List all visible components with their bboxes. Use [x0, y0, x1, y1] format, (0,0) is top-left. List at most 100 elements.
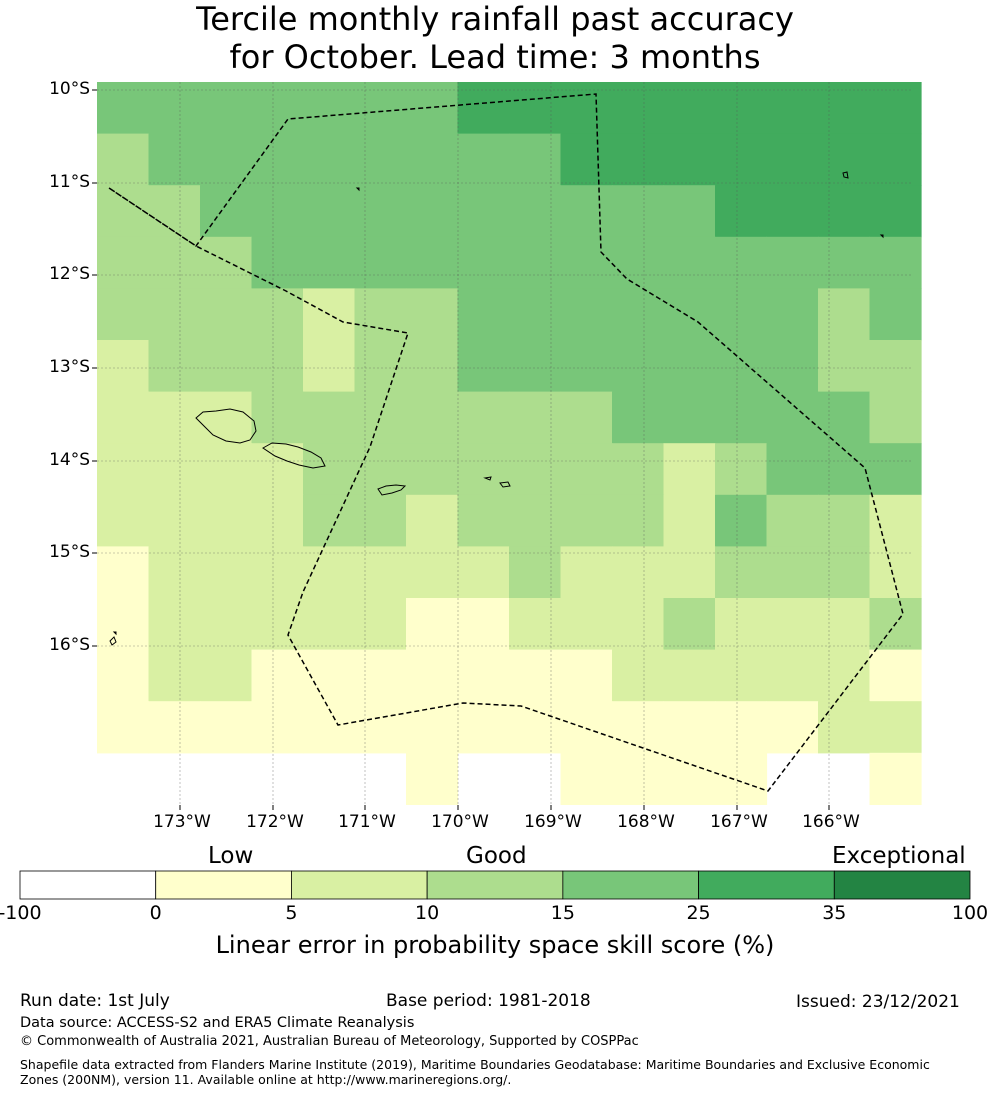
skill-cell — [612, 133, 665, 186]
skill-cell — [354, 133, 407, 186]
colorbar-swatch — [291, 870, 428, 900]
manua-islands — [483, 476, 511, 488]
skill-cell — [200, 701, 253, 754]
skill-cell — [354, 443, 407, 496]
skill-cell — [200, 598, 253, 651]
skill-cell — [869, 752, 922, 805]
latitude-label: 14°S — [49, 450, 90, 470]
skill-cell — [406, 752, 459, 805]
upolu-island — [262, 442, 326, 469]
skill-cell — [766, 288, 819, 341]
skill-cell — [612, 82, 665, 135]
skill-cell — [818, 288, 871, 341]
skill-grid-cells — [97, 82, 922, 805]
skill-cell — [457, 701, 510, 754]
skill-cell — [200, 391, 253, 444]
skill-cell — [560, 598, 613, 651]
skill-cell — [354, 185, 407, 238]
swains-island — [355, 187, 360, 192]
skill-cell — [766, 546, 819, 599]
tutuila-island — [377, 484, 407, 496]
skill-cell — [251, 82, 304, 135]
skill-cell — [766, 443, 819, 496]
skill-cell — [715, 701, 768, 754]
skill-cell — [715, 649, 768, 702]
skill-cell — [509, 236, 562, 289]
base-period: Base period: 1981-2018 — [386, 991, 591, 1011]
latitude-label: 12°S — [49, 264, 90, 284]
skill-cell — [663, 546, 716, 599]
skill-cell — [406, 701, 459, 754]
skill-cell — [715, 185, 768, 238]
skill-cell — [303, 598, 356, 651]
skill-cell — [560, 752, 613, 805]
skill-cell — [148, 649, 201, 702]
skill-cell — [148, 82, 201, 135]
skill-cell — [818, 185, 871, 238]
skill-cell — [612, 236, 665, 289]
skill-cell — [663, 752, 716, 805]
skill-cell — [303, 391, 356, 444]
skill-cell — [663, 340, 716, 393]
skill-cell — [148, 288, 201, 341]
skill-cell — [200, 236, 253, 289]
skill-cell — [457, 391, 510, 444]
skill-cell — [251, 133, 304, 186]
rose-atoll — [842, 171, 849, 179]
skill-cell — [97, 391, 150, 444]
small-islet — [879, 234, 884, 239]
colorbar-tick-label: 35 — [822, 902, 847, 924]
skill-cell — [200, 82, 253, 135]
skill-cell — [457, 494, 510, 547]
skill-cell — [869, 443, 922, 496]
colorbar-swatch — [562, 870, 699, 900]
map-title: Tercile monthly rainfall past accuracy f… — [0, 0, 990, 76]
graticule-lines — [97, 82, 913, 805]
skill-cell — [818, 649, 871, 702]
skill-cell — [509, 649, 562, 702]
skill-cell — [354, 391, 407, 444]
skill-cell — [406, 546, 459, 599]
skill-cell — [251, 288, 304, 341]
colorbar-tick-label: 25 — [686, 902, 711, 924]
skill-cell — [869, 494, 922, 547]
skill-cell — [251, 649, 304, 702]
skill-cell — [560, 133, 613, 186]
skill-cell — [869, 185, 922, 238]
skill-cell — [612, 752, 665, 805]
skill-cell — [818, 701, 871, 754]
skill-cell — [457, 546, 510, 599]
skill-cell — [148, 494, 201, 547]
skill-cell — [766, 649, 819, 702]
skill-cell — [406, 598, 459, 651]
longitude-label: 168°W — [617, 812, 675, 832]
skill-cell — [457, 649, 510, 702]
skill-cell — [612, 649, 665, 702]
skill-cell — [715, 82, 768, 135]
skill-cell — [612, 701, 665, 754]
skill-cell — [766, 701, 819, 754]
skill-cell — [509, 494, 562, 547]
skill-cell — [766, 598, 819, 651]
island-outlines — [109, 171, 884, 646]
longitude-label: 169°W — [524, 812, 582, 832]
skill-cell — [818, 546, 871, 599]
skill-cell — [148, 598, 201, 651]
skill-cell — [509, 82, 562, 135]
skill-cell — [663, 598, 716, 651]
latitude-label: 13°S — [49, 357, 90, 377]
skill-cell — [869, 391, 922, 444]
skill-cell — [612, 340, 665, 393]
skill-cell — [303, 133, 356, 186]
colorbar-swatch — [426, 870, 564, 900]
skill-cell — [766, 236, 819, 289]
skill-cell — [766, 340, 819, 393]
skill-cell — [457, 340, 510, 393]
skill-cell — [303, 82, 356, 135]
skill-cell — [560, 82, 613, 135]
skill-cell — [818, 443, 871, 496]
skill-cell — [663, 649, 716, 702]
skill-cell — [303, 340, 356, 393]
colorbar-word-low: Low — [208, 843, 254, 869]
colorbar-tick-label: 0 — [149, 902, 162, 924]
